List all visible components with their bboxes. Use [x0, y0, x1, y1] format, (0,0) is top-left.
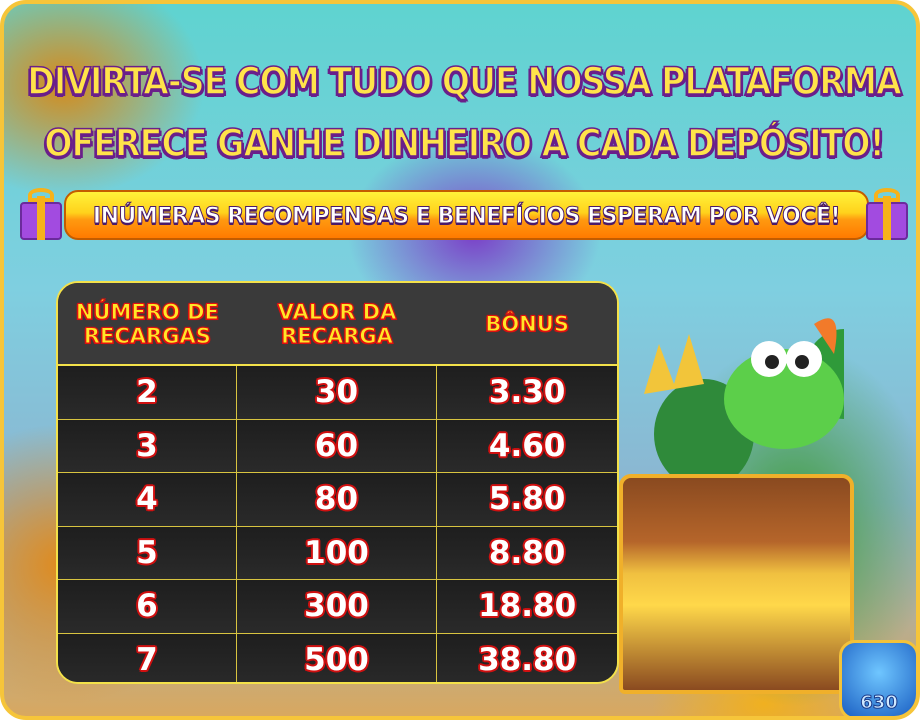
gift-icon — [862, 186, 912, 242]
recharge-count-cell: 6 — [58, 580, 237, 633]
recharge-count-cell: 7 — [58, 633, 237, 682]
table-row: 3 60 4.60 — [58, 419, 617, 473]
bonus-table: NÚMERO DE RECARGAS VALOR DA RECARGA BÔNU… — [56, 281, 619, 684]
ribbon-banner: INÚMERAS RECOMPENSAS E BENEFÍCIOS ESPERA… — [64, 190, 869, 240]
recharge-count-cell: 3 — [58, 419, 237, 472]
recharge-value-cell: 500 — [237, 633, 438, 682]
bonus-cell: 38.80 — [478, 642, 577, 679]
headline-line-1: DIVIRTA-SE COM TUDO QUE NOSSA PLATAFORMA — [26, 59, 902, 104]
treasure-chest-illustration — [619, 474, 854, 694]
table-row: 2 30 3.30 — [58, 366, 617, 420]
recharge-count-cell: 4 — [58, 473, 237, 526]
logo-text: 630 — [860, 692, 899, 714]
header-recharge-value: VALOR DA RECARGA — [277, 299, 397, 348]
recharge-count-cell: 2 — [58, 366, 237, 419]
recharge-count-cell: 5 — [58, 526, 237, 579]
table-row: 4 80 5.80 — [58, 473, 617, 527]
recharge-value-cell: 100 — [237, 526, 438, 579]
bonus-cell: 3.30 — [488, 374, 566, 411]
table-header: NÚMERO DE RECARGAS VALOR DA RECARGA BÔNU… — [58, 283, 617, 366]
recharge-value-cell: 30 — [237, 366, 438, 419]
brand-logo: 630 — [839, 640, 916, 716]
bonus-cell: 18.80 — [478, 588, 577, 625]
header-bonus: BÔNUS — [485, 311, 570, 336]
bonus-cell: 5.80 — [488, 481, 566, 518]
bonus-cell: 8.80 — [488, 534, 566, 571]
recharge-value-cell: 300 — [237, 580, 438, 633]
recharge-value-cell: 60 — [237, 419, 438, 472]
ribbon-text: INÚMERAS RECOMPENSAS E BENEFÍCIOS ESPERA… — [92, 204, 841, 230]
table-row: 5 100 8.80 — [58, 526, 617, 580]
bonus-cell: 4.60 — [488, 427, 566, 464]
headline-line-2: OFERECE GANHE DINHEIRO A CADA DEPÓSITO! — [43, 121, 885, 166]
gift-icon — [16, 186, 66, 242]
header-recharge-count: NÚMERO DE RECARGAS — [75, 299, 219, 348]
table-row: 6 300 18.80 — [58, 580, 617, 634]
recharge-value-cell: 80 — [237, 473, 438, 526]
table-row: 7 500 38.80 — [58, 633, 617, 682]
dragon-mascot-illustration — [644, 286, 899, 524]
